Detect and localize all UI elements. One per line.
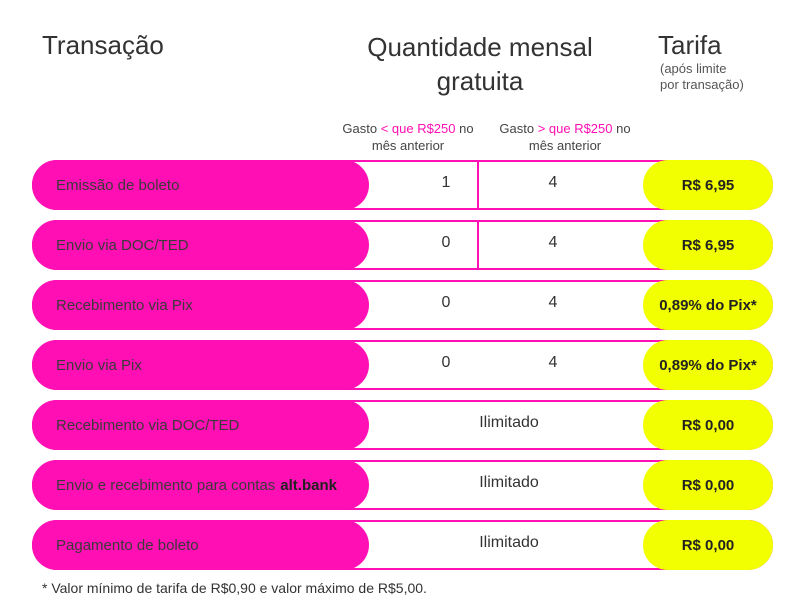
table-row: Envio via DOC/TED 0 4 R$ 6,95: [32, 220, 773, 270]
row-label-brand: alt.bank: [280, 476, 337, 494]
row-label-text: Recebimento via DOC/TED: [56, 416, 240, 434]
value-under-250: 1: [441, 174, 451, 191]
fee-badge: R$ 6,95: [643, 220, 773, 270]
value-over-250: 4: [548, 354, 558, 371]
row-label: Recebimento via DOC/TED: [32, 400, 369, 450]
fee-badge: 0,89% do Pix*: [643, 340, 773, 390]
fee-text: R$ 0,00: [681, 416, 735, 434]
column-divider: [477, 160, 479, 210]
row-label: Envio via DOC/TED: [32, 220, 369, 270]
table-row: Recebimento via DOC/TED Ilimitado R$ 0,0…: [32, 400, 773, 450]
header-tarifa: Tarifa: [658, 30, 722, 60]
table-row: Recebimento via Pix 0 4 0,89% do Pix*: [32, 280, 773, 330]
subheader-pre: Gasto: [499, 121, 538, 136]
value-unlimited: Ilimitado: [479, 474, 539, 491]
row-label-text: Emissão de boleto: [56, 176, 180, 194]
row-label-text: Envio e recebimento para contas: [56, 476, 276, 494]
row-label: Envio via Pix: [32, 340, 369, 390]
row-label: Envio e recebimento para contas alt.bank: [32, 460, 369, 510]
row-label: Emissão de boleto: [32, 160, 369, 210]
table-row: Envio e recebimento para contas alt.bank…: [32, 460, 773, 510]
subheader-over-250: Gasto > que R$250 no mês anterior: [490, 120, 640, 154]
tarifa-note-line-2: por transação): [660, 77, 744, 92]
row-label-text: Envio via DOC/TED: [56, 236, 189, 254]
fee-badge: R$ 0,00: [643, 520, 773, 570]
table-row: Emissão de boleto 1 4 R$ 6,95: [32, 160, 773, 210]
fee-badge: R$ 0,00: [643, 460, 773, 510]
row-label: Recebimento via Pix: [32, 280, 369, 330]
subheader-post: no mês anterior: [528, 121, 631, 153]
value-over-250: 4: [548, 234, 558, 251]
value-under-250: 0: [441, 234, 451, 251]
fee-badge: R$ 6,95: [643, 160, 773, 210]
value-under-250: 0: [441, 294, 451, 311]
table-row: Envio via Pix 0 4 0,89% do Pix*: [32, 340, 773, 390]
value-unlimited: Ilimitado: [479, 414, 539, 431]
header-tarifa-note: (após limite por transação): [660, 61, 744, 93]
value-under-250: 0: [441, 354, 451, 371]
fee-text: R$ 6,95: [681, 176, 735, 194]
row-label-text: Pagamento de boleto: [56, 536, 199, 554]
subheader-highlight: > que R$250: [537, 121, 613, 136]
row-label: Pagamento de boleto: [32, 520, 369, 570]
value-over-250: 4: [548, 174, 558, 191]
header-transacao: Transação: [42, 30, 164, 60]
value-unlimited: Ilimitado: [479, 534, 539, 551]
fee-text: R$ 0,00: [681, 476, 735, 494]
tarifa-note-line-1: (após limite: [660, 61, 727, 76]
fee-text: 0,89% do Pix*: [659, 296, 757, 314]
subheader-under-250: Gasto < que R$250 no mês anterior: [333, 120, 483, 154]
subheader-pre: Gasto: [342, 121, 381, 136]
fee-badge: 0,89% do Pix*: [643, 280, 773, 330]
footnote: * Valor mínimo de tarifa de R$0,90 e val…: [42, 580, 427, 596]
fee-text: 0,89% do Pix*: [659, 356, 757, 374]
value-over-250: 4: [548, 294, 558, 311]
fee-text: R$ 0,00: [681, 536, 735, 554]
subheader-highlight: < que R$250: [380, 121, 456, 136]
table-row: Pagamento de boleto Ilimitado R$ 0,00: [32, 520, 773, 570]
row-label-text: Recebimento via Pix: [56, 296, 193, 314]
header-quantidade: Quantidade mensal gratuita: [367, 32, 593, 96]
fee-text: R$ 6,95: [681, 236, 735, 254]
subheader-post: no mês anterior: [371, 121, 474, 153]
fee-badge: R$ 0,00: [643, 400, 773, 450]
column-divider: [477, 220, 479, 270]
row-label-text: Envio via Pix: [56, 356, 142, 374]
